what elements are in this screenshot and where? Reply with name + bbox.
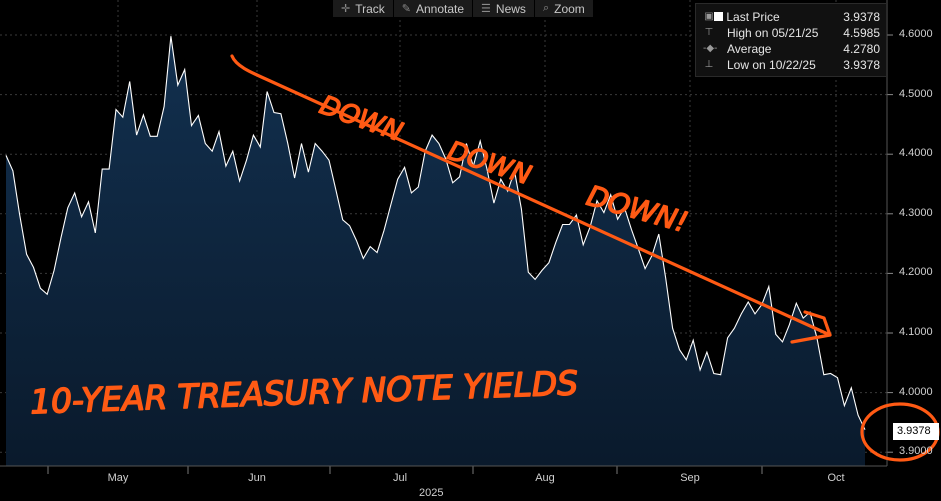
legend-row-average: -◆- Average 4.2780 <box>696 41 886 57</box>
annotate-label: Annotate <box>416 1 465 16</box>
legend-row-high: ⊤ High on 05/21/25 4.5985 <box>696 25 886 41</box>
x-axis-year-label: 2025 <box>419 487 444 499</box>
down-trend-arrow <box>230 54 832 337</box>
y-tick-label: 4.5000 <box>899 87 933 100</box>
legend-box: ▣ Last Price 3.9378 ⊤ High on 05/21/25 4… <box>695 3 887 77</box>
y-tick-label: 4.1000 <box>899 326 933 338</box>
average-marker-icon: -◆- <box>703 43 718 54</box>
y-tick-label: 4.2000 <box>899 266 933 279</box>
series-color-swatch <box>714 12 723 21</box>
news-icon: ☰ <box>481 3 491 15</box>
news-button[interactable]: ☰ News <box>473 0 535 17</box>
x-tick-label: Sep <box>680 472 700 484</box>
x-tick-label: Jun <box>248 472 266 484</box>
annotate-button[interactable]: ✎ Annotate <box>394 0 474 17</box>
legend-average-value: 4.2780 <box>843 42 880 56</box>
y-tick-label: 4.3000 <box>899 206 933 219</box>
x-tick-label: Oct <box>827 472 845 484</box>
down-trend-arrowhead <box>790 310 832 344</box>
y-tick-label: 4.0000 <box>899 385 933 398</box>
news-label: News <box>495 1 526 16</box>
legend-row-last-price[interactable]: ▣ Last Price 3.9378 <box>696 9 886 25</box>
area-fill <box>6 36 865 466</box>
legend-high-label: High on 05/21/25 <box>727 26 819 40</box>
x-tick-label: Jul <box>392 472 408 484</box>
grid-lines <box>0 0 893 474</box>
crosshair-icon: ✛ <box>341 3 351 15</box>
zoom-button[interactable]: ⌕ Zoom <box>535 0 594 17</box>
magnifier-icon: ⌕ <box>542 2 550 14</box>
x-tick-label: May <box>107 472 129 484</box>
pencil-icon: ✎ <box>401 3 411 15</box>
legend-high-value: 4.5985 <box>843 26 880 40</box>
legend-row-low: ⊥ Low on 10/22/25 3.9378 <box>696 57 886 73</box>
chart-toolbar: ✛ Track ✎ Annotate ☰ News ⌕ Zoom <box>333 0 594 17</box>
track-label: Track <box>355 1 385 16</box>
legend-last-price-label: Last Price <box>726 10 780 24</box>
series-line-last-price <box>5 36 866 430</box>
last-value-tag: 3.9378 <box>893 423 939 440</box>
x-tick-label: Aug <box>535 472 555 484</box>
low-marker-icon: ⊥ <box>704 59 714 70</box>
legend-low-value: 3.9378 <box>843 58 880 72</box>
y-tick-label: 3.9000 <box>899 445 933 458</box>
legend-low-label: Low on 10/22/25 <box>727 58 816 72</box>
down-annotation-word-1: DOWN <box>316 90 407 147</box>
legend-last-price-value: 3.9378 <box>843 10 880 24</box>
y-tick-label: 4.4000 <box>899 147 933 160</box>
high-marker-icon: ⊤ <box>704 27 714 38</box>
y-tick-label: 4.6000 <box>899 28 933 40</box>
checkbox-icon[interactable]: ▣ <box>704 11 714 22</box>
legend-average-label: Average <box>727 42 772 56</box>
track-button[interactable]: ✛ Track <box>333 0 394 17</box>
zoom-label: Zoom <box>554 1 585 16</box>
